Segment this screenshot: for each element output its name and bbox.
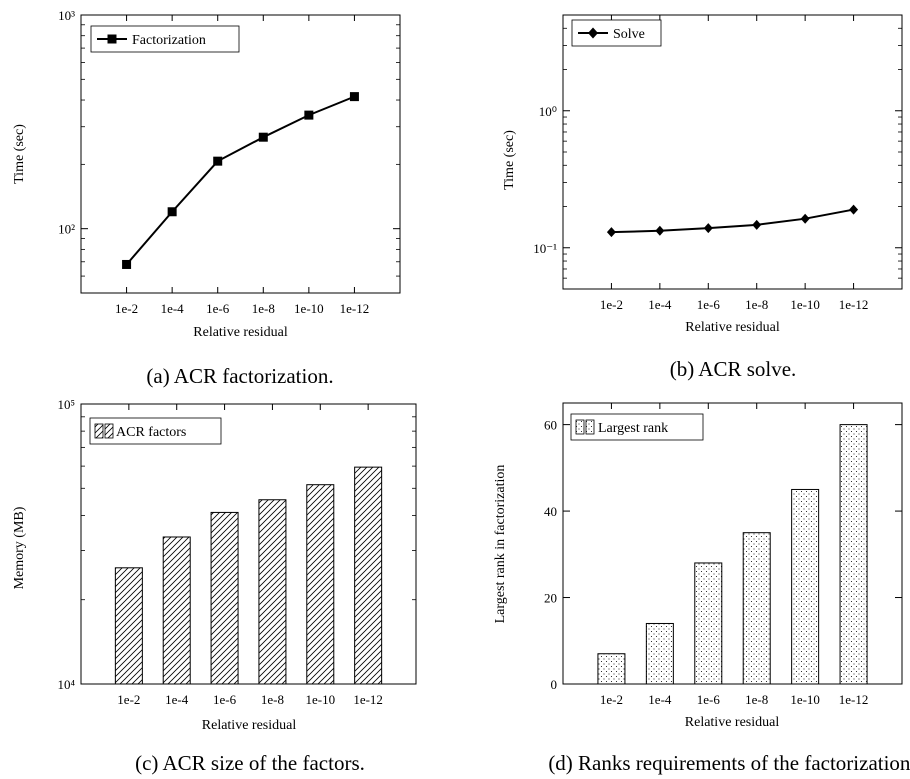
- panel-c-caption: (c) ACR size of the factors.: [135, 751, 365, 775]
- panel-a-xlabel: Relative residual: [193, 325, 288, 340]
- xtick-label: 1e-10: [305, 692, 335, 707]
- bar: [114, 567, 143, 685]
- panel-a-frame: [80, 14, 401, 294]
- panel-d-ylabel: Largest rank in factorization: [493, 465, 508, 624]
- ytick-label: 60: [544, 418, 557, 433]
- series-line: [125, 95, 355, 266]
- xtick-label: 1e-10: [790, 297, 820, 312]
- bar: [162, 536, 191, 685]
- panel-a-caption: (a) ACR factorization.: [146, 364, 333, 388]
- data-point: [800, 213, 810, 224]
- data-point: [258, 132, 268, 142]
- ytick-label: 0: [551, 677, 558, 692]
- xtick-label: 1e-10: [294, 301, 324, 316]
- ytick-label: 20: [544, 591, 557, 606]
- panel-d: 0 20 40 60 1e-2 1e-4 1e-6 1e-8 1e-10 1e-12 Relat…: [493, 402, 910, 775]
- xtick-label: 1e-4: [161, 301, 185, 316]
- ytick-label: 10⁰: [539, 104, 557, 119]
- data-point: [349, 92, 359, 102]
- xtick-label: 1e-10: [790, 692, 820, 707]
- panel-d-legend: Largest rank: [570, 413, 704, 441]
- data-point: [122, 259, 132, 269]
- panel-a-legend-label: Factorization: [132, 33, 206, 48]
- xtick-label: 1e-8: [252, 301, 275, 316]
- panel-b-ylabel: Time (sec): [502, 130, 517, 190]
- xtick-label: 1e-6: [697, 692, 721, 707]
- data-point: [606, 227, 616, 238]
- xtick-label: 1e-4: [165, 692, 189, 707]
- xtick-label: 1e-8: [745, 692, 768, 707]
- panel-d-frame: [562, 402, 903, 685]
- xtick-label: 1e-2: [600, 692, 623, 707]
- bar: [210, 511, 239, 685]
- xtick-label: 1e-6: [206, 301, 230, 316]
- bar: [597, 653, 626, 685]
- ytick-label: 10⁻¹: [533, 241, 557, 256]
- bar: [742, 532, 771, 685]
- panel-b: 10⁻¹ 10⁰ 1e-2 1e-4 1e-6 1e-8 1e-10 1e-12 Relat…: [502, 14, 903, 381]
- xtick-label: 1e-8: [261, 692, 284, 707]
- xtick-label: 1e-12: [353, 692, 383, 707]
- bar: [694, 562, 723, 685]
- data-point: [304, 110, 314, 120]
- panel-a-ylabel: Time (sec): [12, 124, 27, 184]
- bar: [839, 424, 868, 685]
- panel-d-legend-label: Largest rank: [598, 421, 668, 436]
- bar: [791, 488, 820, 685]
- panel-c-legend: ACR factors: [89, 417, 222, 445]
- bar: [306, 484, 335, 685]
- panel-b-legend: Solve: [571, 19, 662, 47]
- ytick-label: 10³: [58, 8, 75, 23]
- panel-b-legend-label: Solve: [613, 27, 645, 42]
- panel-a-legend: Factorization: [90, 25, 240, 53]
- ytick-label: 40: [544, 504, 557, 519]
- xtick-label: 1e-6: [213, 692, 237, 707]
- bar: [645, 622, 674, 685]
- data-point: [703, 223, 713, 234]
- series-line: [611, 208, 854, 234]
- xtick-label: 1e-8: [745, 297, 768, 312]
- ytick-label: 10²: [58, 222, 75, 237]
- data-point: [849, 204, 859, 215]
- xtick-label: 1e-2: [117, 692, 140, 707]
- panel-b-caption: (b) ACR solve.: [670, 357, 797, 381]
- bar: [354, 466, 383, 685]
- xtick-label: 1e-4: [648, 692, 672, 707]
- xtick-label: 1e-12: [340, 301, 370, 316]
- xtick-label: 1e-12: [839, 692, 869, 707]
- data-point: [167, 207, 177, 217]
- data-point: [213, 156, 223, 166]
- panel-b-frame: [562, 14, 903, 290]
- ytick-label: 10⁴: [57, 677, 75, 692]
- panel-c-legend-label: ACR factors: [116, 425, 186, 440]
- panel-c-frame: [80, 403, 417, 685]
- data-point: [655, 225, 665, 236]
- panel-a: 10² 10³ 1e-2 1e-4 1e-6 1e-8 1e-10 1e-12 Relati…: [12, 8, 401, 388]
- panel-d-xlabel: Relative residual: [685, 715, 780, 730]
- xtick-label: 1e-2: [115, 301, 138, 316]
- ytick-label: 10⁵: [57, 397, 75, 412]
- bar: [258, 499, 287, 685]
- panel-c: 10⁴ 10⁵ 1e-2 1e-4 1e-6 1e-8 1e-10 1e-12 Relati…: [12, 397, 417, 775]
- panel-b-xlabel: Relative residual: [685, 320, 780, 335]
- xtick-label: 1e-12: [839, 297, 869, 312]
- panel-d-caption: (d) Ranks requirements of the factorizat…: [548, 751, 910, 775]
- data-point: [752, 219, 762, 230]
- xtick-label: 1e-6: [697, 297, 721, 312]
- xtick-label: 1e-2: [600, 297, 623, 312]
- xtick-label: 1e-4: [648, 297, 672, 312]
- panel-c-ylabel: Memory (MB): [12, 506, 27, 589]
- panel-c-xlabel: Relative residual: [202, 718, 297, 733]
